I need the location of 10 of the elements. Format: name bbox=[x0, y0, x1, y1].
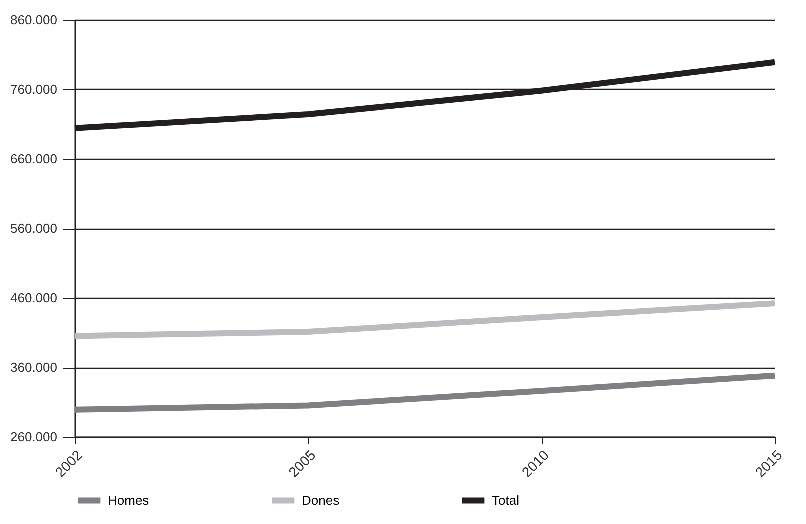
y-tick-label: 260.000 bbox=[10, 430, 58, 444]
legend-label: Homes bbox=[108, 492, 150, 508]
y-tick-label: 460.000 bbox=[10, 290, 58, 306]
y-tick-label: 760.000 bbox=[10, 82, 58, 97]
y-tick-label: 860.000 bbox=[10, 12, 58, 28]
y-tick-label: 560.000 bbox=[10, 221, 58, 236]
legend-label: Dones bbox=[302, 492, 340, 508]
legend-label: Total bbox=[492, 492, 520, 508]
y-tick-label: 360.000 bbox=[10, 360, 58, 375]
y-tick-label: 660.000 bbox=[10, 152, 58, 166]
